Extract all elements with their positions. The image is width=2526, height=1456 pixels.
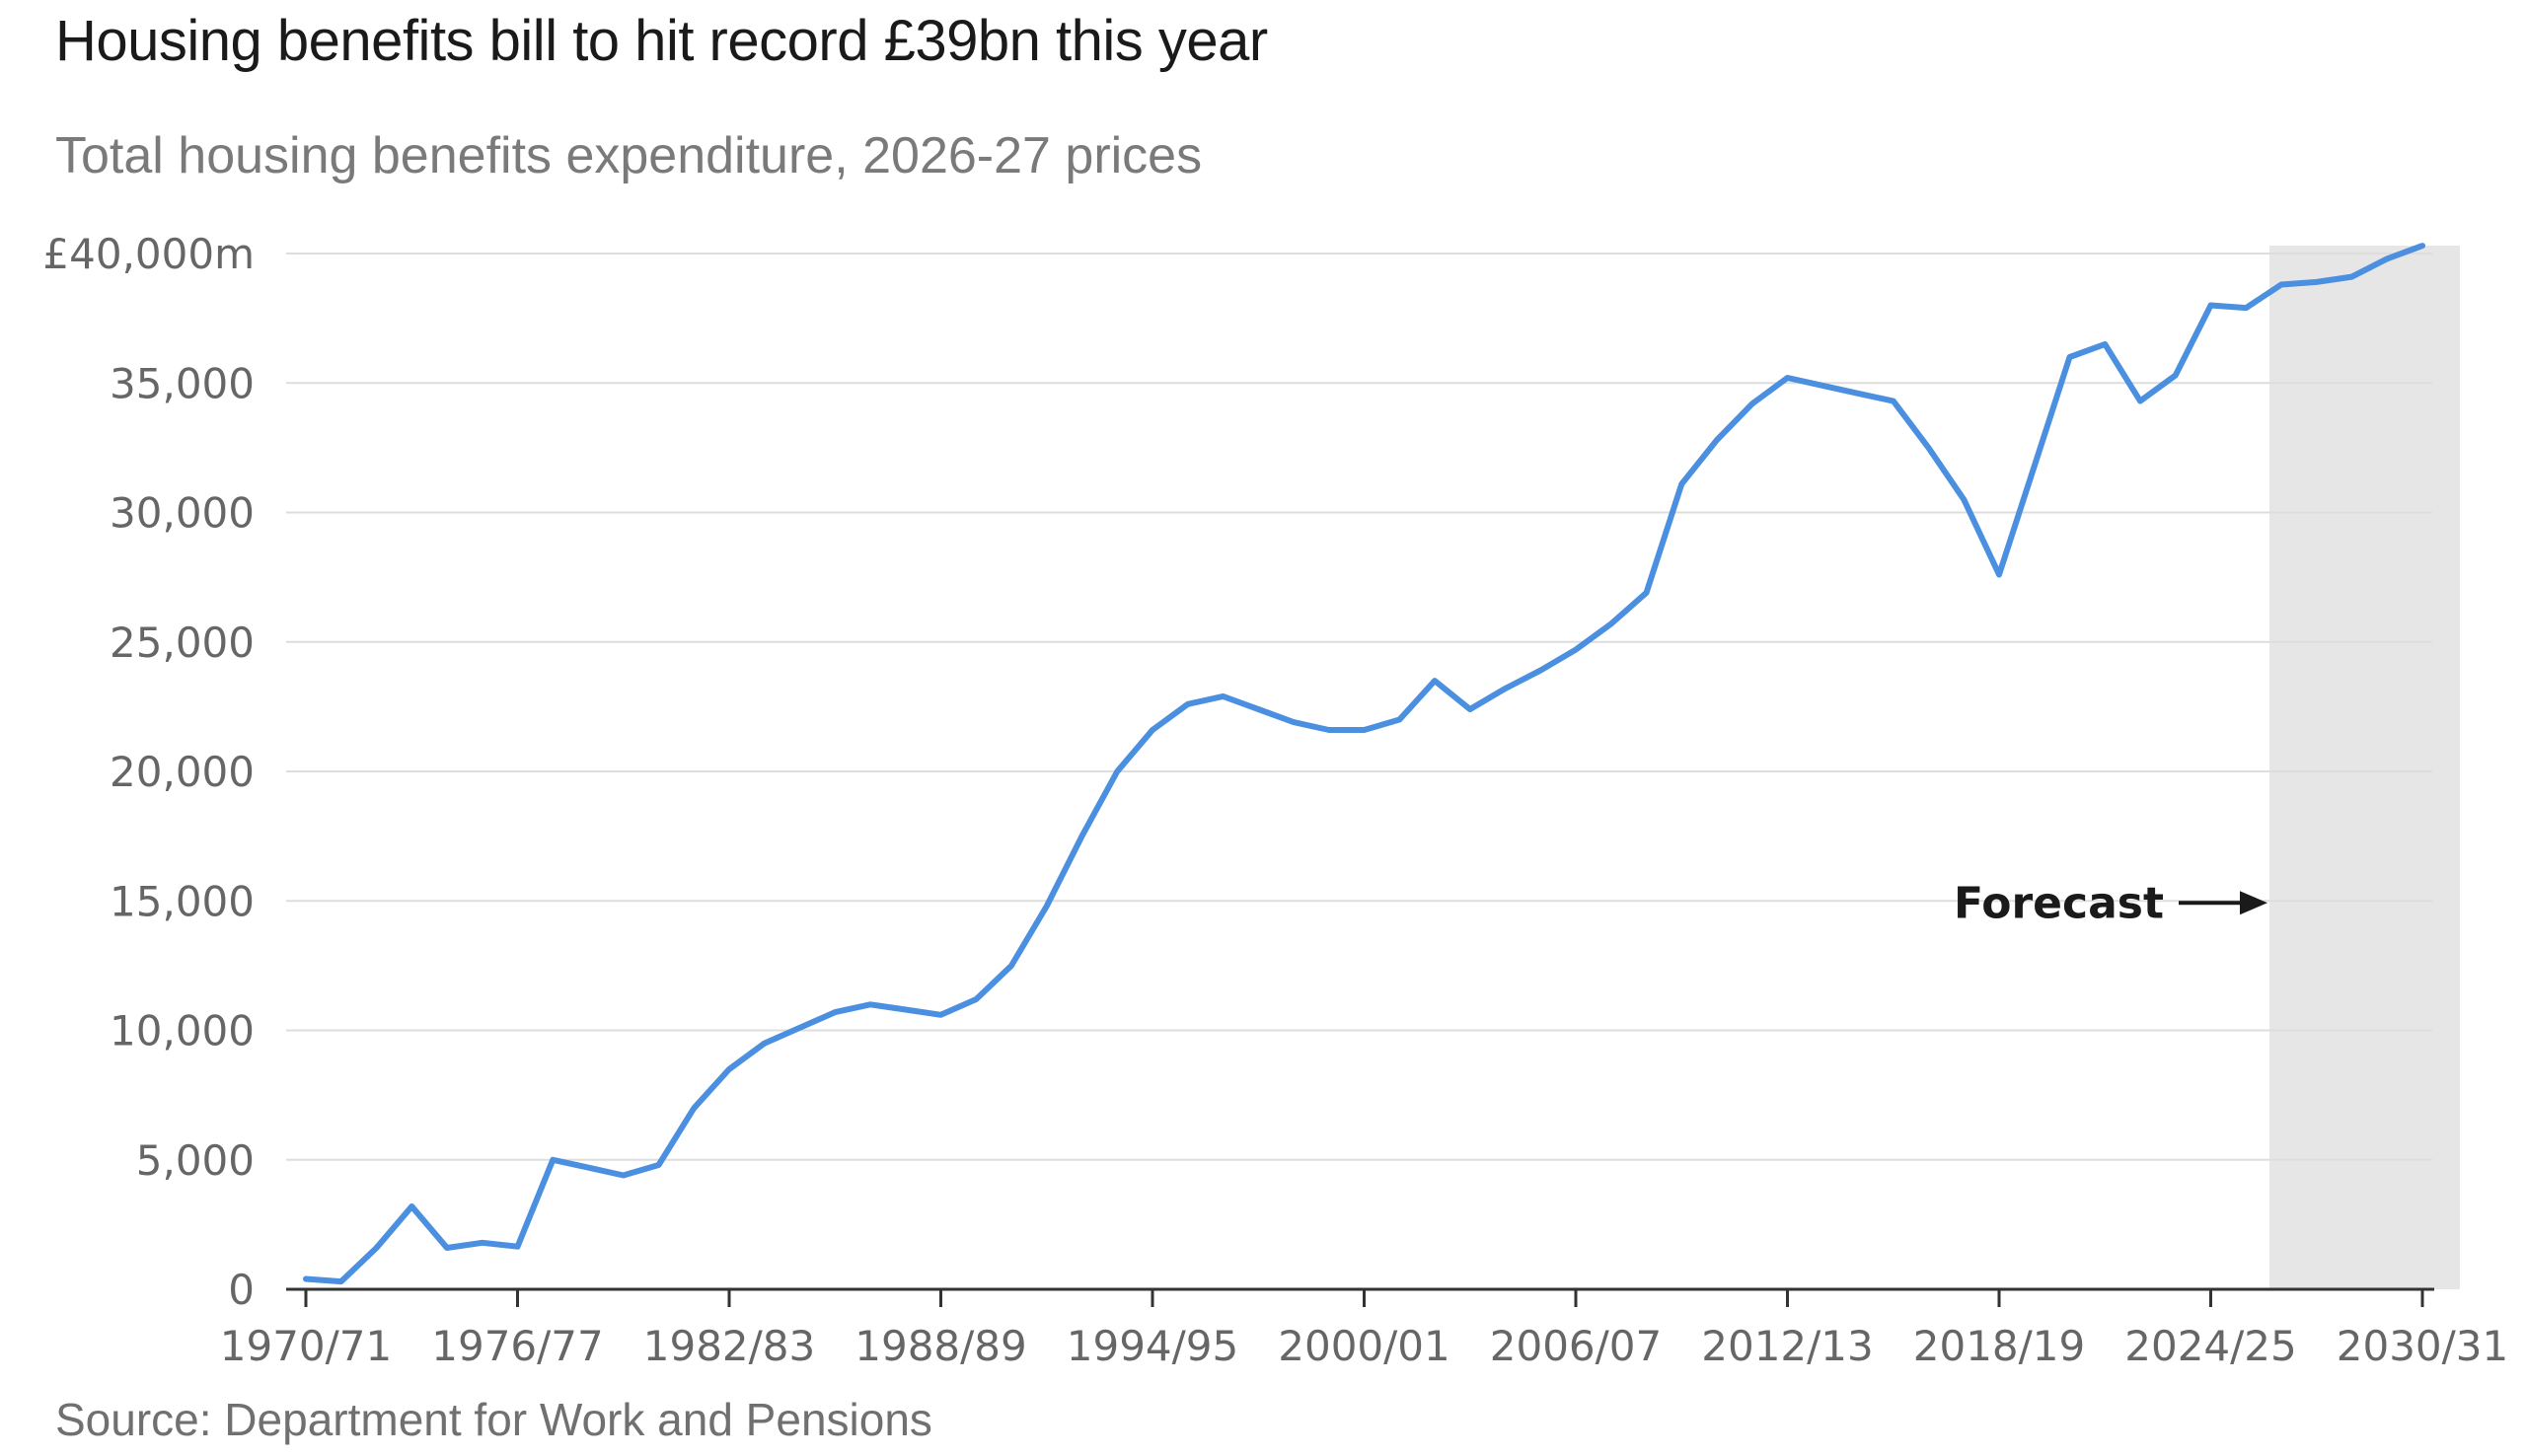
x-tick-label: 2012/13: [1701, 1322, 1873, 1370]
x-tick-label: 2018/19: [1913, 1322, 2085, 1370]
y-tick-label: 20,000: [110, 748, 255, 796]
series-line: [303, 243, 2425, 1285]
forecast-annotation: Forecast: [1954, 878, 2267, 928]
y-tick-label: 10,000: [110, 1007, 255, 1056]
x-tick-label: 2030/31: [2337, 1322, 2508, 1370]
x-tick-label: 1976/77: [431, 1322, 603, 1370]
gridlines: [286, 253, 2432, 1161]
y-tick-label: 15,000: [110, 877, 255, 925]
x-tick-label: 2006/07: [1490, 1322, 1662, 1370]
x-tick-label: 1994/95: [1067, 1322, 1238, 1370]
x-tick-label: 1982/83: [643, 1322, 815, 1370]
x-tick-label: 2000/01: [1278, 1322, 1449, 1370]
data-line: [303, 243, 2425, 1285]
y-tick-label: 35,000: [110, 359, 255, 407]
y-tick-label: 25,000: [110, 619, 255, 667]
chart-subtitle: Total housing benefits expenditure, 2026…: [55, 127, 1203, 184]
chart-title: Housing benefits bill to hit record £39b…: [55, 9, 1268, 73]
forecast-label: Forecast: [1954, 878, 2164, 928]
forecast-arrow-head: [2240, 891, 2267, 915]
y-axis: 0 5,000 10,000 15,000 20,000 25,000 30,000 35,0…: [42, 230, 255, 1314]
source-note: Source: Department for Work and Pensions: [55, 1394, 932, 1445]
forecast-region: [2269, 246, 2460, 1289]
y-tick-label: £40,000m: [42, 230, 255, 278]
y-tick-label: 0: [228, 1266, 255, 1314]
y-tick-label: 30,000: [110, 489, 255, 538]
x-axis: 1970/71 1976/77 1982/83 1988/89 1994/95 2000/…: [220, 1287, 2508, 1370]
x-tick-label: 1988/89: [854, 1322, 1026, 1370]
forecast-shade: [2269, 246, 2460, 1289]
x-tick-label: 1970/71: [220, 1322, 392, 1370]
x-tick-label: 2024/25: [2124, 1322, 2296, 1370]
y-tick-label: 5,000: [136, 1136, 255, 1185]
